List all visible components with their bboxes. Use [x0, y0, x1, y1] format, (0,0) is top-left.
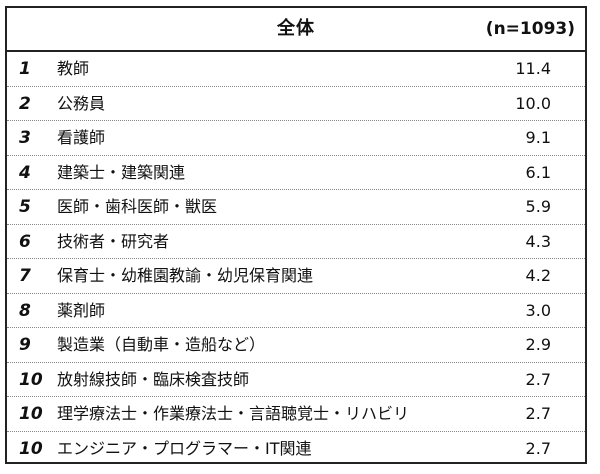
occupation-label: エンジニア・プログラマー・IT関連: [57, 438, 312, 458]
table-row: 2 公務員 10.0: [7, 87, 585, 121]
percentage-value: 2.9: [525, 335, 551, 354]
rank-number: 9: [19, 335, 31, 355]
table-title: 全体: [277, 18, 315, 39]
table-row: 5 医師・歯科医師・獣医 5.9: [7, 190, 585, 225]
table-row: 10 理学療法士・作業療法士・言語聴覚士・リハビリ 2.7: [7, 397, 585, 432]
percentage-value: 2.7: [525, 404, 551, 423]
percentage-value: 2.7: [525, 369, 551, 389]
table-row: 9 製造業（自動車・造船など） 2.9: [7, 328, 585, 363]
occupation-label: 教師: [57, 59, 90, 78]
occupation-label: 理学療法士・作業療法士・言語聴覚士・リハビリ: [57, 404, 410, 423]
percentage-value: 11.4: [515, 59, 551, 78]
rank-number: 2: [19, 93, 31, 114]
table-row: 4 建築士・建築関連 6.1: [7, 156, 585, 190]
table-row: 3 看護師 9.1: [7, 121, 585, 156]
occupation-label: 医師・歯科医師・獣医: [57, 197, 218, 216]
table-row: 1 教師 11.4: [7, 52, 585, 87]
occupation-label: 建築士・建築関連: [57, 162, 186, 182]
percentage-value: 2.7: [525, 438, 551, 458]
rank-number: 10: [19, 404, 43, 424]
occupation-label: 保育士・幼稚園教諭・幼児保育関連: [57, 266, 314, 285]
table-row: 7 保育士・幼稚園教諭・幼児保育関連 4.2: [7, 259, 585, 294]
table-row: 8 薬剤師 3.0: [7, 294, 585, 328]
sample-size: (n=1093): [485, 19, 575, 39]
table-row: 10 エンジニア・プログラマー・IT関連 2.7: [7, 432, 585, 467]
percentage-value: 9.1: [525, 128, 551, 147]
occupation-label: 放射線技師・臨床検査技師: [57, 369, 250, 389]
table-row: 6 技術者・研究者 4.3: [7, 225, 585, 259]
occupation-label: 製造業（自動車・造船など）: [57, 335, 266, 354]
table-row: 10 放射線技師・臨床検査技師 2.7: [7, 363, 585, 397]
rank-number: 5: [19, 197, 31, 217]
percentage-value: 4.3: [525, 231, 551, 251]
occupation-label: 看護師: [57, 128, 106, 147]
rank-number: 10: [19, 369, 43, 390]
table-body: 1 教師 11.4 2 公務員 10.0 3 看護師 9.1 4 建築士・建築関連 6.1 5 医師・歯科…: [7, 52, 585, 466]
percentage-value: 10.0: [515, 93, 551, 113]
occupation-label: 公務員: [57, 93, 106, 113]
percentage-value: 3.0: [525, 300, 551, 320]
table-header: 全体 (n=1093): [7, 8, 585, 52]
percentage-value: 6.1: [525, 162, 551, 182]
occupation-label: 技術者・研究者: [57, 231, 170, 251]
rank-number: 10: [19, 438, 43, 459]
rank-number: 4: [19, 162, 31, 183]
percentage-value: 5.9: [525, 197, 551, 216]
rank-number: 6: [19, 231, 31, 252]
rank-number: 3: [19, 128, 31, 148]
rank-number: 8: [19, 300, 31, 321]
rank-number: 1: [19, 59, 31, 79]
percentage-value: 4.2: [525, 266, 551, 285]
occupation-label: 薬剤師: [57, 300, 106, 320]
ranking-table: 全体 (n=1093) 1 教師 11.4 2 公務員 10.0 3 看護師 9.1 4 建築士・建…: [5, 6, 587, 464]
rank-number: 7: [19, 266, 31, 286]
